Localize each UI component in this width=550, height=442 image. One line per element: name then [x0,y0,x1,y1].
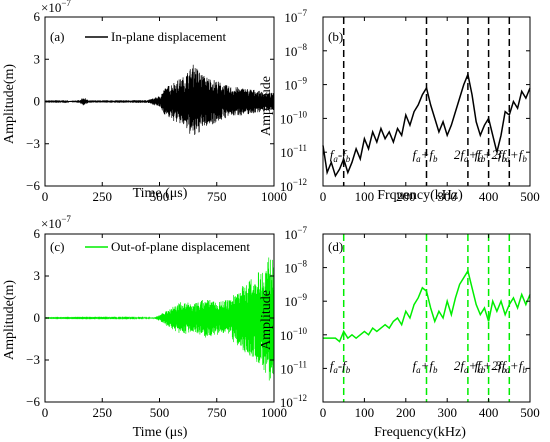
panel-a-waveform [44,64,275,135]
panel-d-xtick-label: 500 [520,405,540,420]
panel-c-axes: 0 250 500 750 1000 6 3 0 −3 −6 [26,226,287,420]
panel-a-ytick-label: −6 [26,178,40,193]
panel-b-ytick-label: 10−11 [280,143,307,160]
panel-b-xtick-label: 400 [479,189,499,204]
panel-d-ytick-label: 10−8 [284,259,307,276]
panel-b-ytick-label: 10−12 [280,177,307,194]
panel-b-marker-label: 3fa+fb [494,147,527,164]
panel-b-ytick-label: 10−9 [284,76,307,93]
panel-d-harmonic-markers [342,234,511,402]
panel-a-axes: 0 250 500 750 1000 6 3 0 −3 −6 [26,9,287,204]
panel-c-xtick-label: 1000 [261,405,287,420]
panel-a-xtick-label: 0 [42,189,49,204]
panel-a-xtick-label: 750 [207,189,227,204]
panel-b-xtick-label: 0 [320,189,327,204]
panel-d-marker-label: 2fa+fb [454,358,486,375]
panel-b-spectrum-line [322,71,531,178]
panel-d-xlabel: Frequency(kHz) [374,425,466,440]
panel-d-ytick-label: 10−10 [280,326,308,343]
panel-b-label: (b) [328,29,343,44]
panel-c-xtick-label: 250 [93,405,113,420]
panel-d-marker-label: fa+fb [413,358,439,375]
panel-a-signal-trace [44,64,275,135]
panel-d-xtick-label: 300 [437,405,457,420]
panel-b-harmonic-markers [342,17,511,186]
panel-a-xlabel: Time (μs) [133,186,188,201]
panel-a-legend-text: In-plane displacement [111,29,227,44]
panel-d-ytick-label: 10−12 [280,393,307,410]
panel-b-ytick-label: 10−7 [284,8,307,25]
panel-d-spectrum-out-of-plane: 0 100 200 300 400 500 10−7 10−8 10−9 10−10 10−11 10… [259,225,540,440]
panel-d-label: (d) [328,239,343,254]
panel-c-label: (c) [50,239,64,254]
panel-b-marker-label: fa+2fb [475,147,507,164]
panel-a-multiplier: ×10−7 [41,0,71,15]
panel-b-frame [322,16,531,187]
panel-a-xtick-label: 1000 [261,189,287,204]
panel-b-xtick-label: 500 [520,189,540,204]
panel-c-multiplier: ×10−7 [41,214,71,231]
panel-c-signal-trace [44,257,275,381]
panel-b-xtick-label: 200 [396,189,416,204]
panel-d-xtick-label: 100 [355,405,375,420]
panel-c-xtick-label: 750 [207,405,227,420]
panel-b-marker-label: 2fa+fb [454,147,486,164]
panel-d-ytick-label: 10−9 [284,292,307,309]
panel-c-xtick-label: 0 [42,405,49,420]
panel-d-axes: 0 100 200 300 400 500 10−7 10−8 10−9 10−10 10−11 10… [280,225,540,420]
panel-a-time-in-plane: 0 250 500 750 1000 6 3 0 −3 −6 (a) In-plane displ… [2,0,287,204]
panel-b-marker-label: fa+fb [413,147,439,164]
panel-c-ytick-label: 6 [34,226,41,241]
panel-c-waveform [44,257,275,381]
panel-c-ytick-label: −6 [26,394,40,409]
panel-b-axes: 0 100 200 300 400 500 10−7 10−8 10−9 10−10 10−11 10… [280,8,540,204]
panel-d-xtick-label: 200 [396,405,416,420]
panel-a-ytick-label: 0 [34,94,41,109]
panel-d-xtick-label: 400 [479,405,499,420]
panel-c-ytick-label: 0 [34,310,41,325]
panel-b-xlabel: Frquency(kHz) [377,188,463,203]
panel-a-ytick-label: 6 [34,9,41,24]
panel-d-frame [322,233,531,403]
panel-d-ytick-label: 10−7 [284,225,307,242]
panel-d-xtick-label: 0 [320,405,327,420]
panel-d-ylabel: Amplitude [259,290,274,350]
panel-b-spectrum-in-plane: 0 100 200 300 400 500 10−7 10−8 10−9 10−10 10−11 10… [259,8,540,204]
panel-c-time-out-of-plane: 0 250 500 750 1000 6 3 0 −3 −6 (c) Out-of-plane d… [2,214,287,440]
panel-c-xlabel: Time (μs) [133,425,188,440]
panel-b-xtick-label: 100 [355,189,375,204]
panel-c-ylabel: Amplitude(m) [2,280,17,360]
panel-d-marker-label: 3fa+fb [494,358,527,375]
panel-c-legend-text: Out-of-plane displacement [111,239,250,254]
panel-a-xtick-label: 500 [150,189,170,204]
panel-a-ytick-label: −3 [26,136,40,151]
panel-b-ytick-label: 10−8 [284,42,307,59]
panel-b-ylabel: Amplitude [259,76,274,136]
panel-c-ytick-label: 3 [34,268,41,283]
panel-a-ylabel: Amplitude(m) [2,64,17,144]
panel-a-xtick-label: 250 [93,189,113,204]
panel-d-marker-label: fa+2fb [475,358,507,375]
panel-c-xtick-label: 500 [150,405,170,420]
panel-b-xtick-label: 300 [437,189,457,204]
panel-c-ytick-label: −3 [26,352,40,367]
panel-a-label: (a) [50,29,64,44]
panel-d-ytick-label: 10−11 [280,359,307,376]
panel-b-ytick-label: 10−10 [280,109,308,126]
panel-b-marker-label: fa-fb [330,147,351,164]
panel-a-ytick-label: 3 [34,51,41,66]
panel-d-marker-label: fa-fb [330,358,351,375]
panel-d-spectrum-line [323,269,531,343]
